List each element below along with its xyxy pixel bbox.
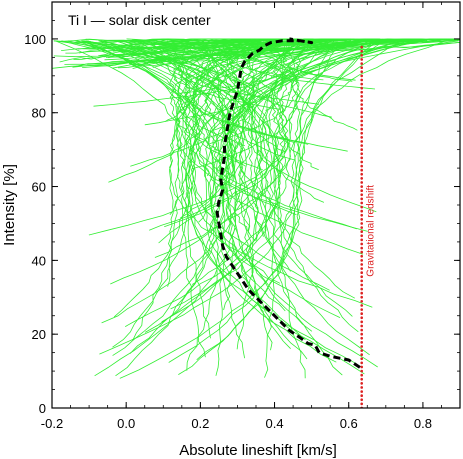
x-tick-label: 0.2 — [191, 416, 209, 431]
spectral-line-curve — [187, 40, 370, 356]
spectral-line-curve — [278, 40, 424, 179]
spectral-line-curve — [273, 40, 359, 333]
spectral-line-curve — [68, 40, 357, 230]
spectral-line-curve — [53, 40, 289, 231]
spectral-line-curve — [110, 40, 317, 285]
spectral-line-curve — [59, 39, 271, 63]
spectral-line-curve — [236, 40, 397, 153]
spectral-line-curve — [82, 40, 245, 359]
spectral-line-curve — [75, 40, 281, 284]
spectral-line-curve — [132, 40, 244, 341]
spectral-line-bundle — [52, 38, 460, 379]
spectral-line-curve — [94, 40, 237, 377]
x-axis-label: Absolute lineshift [km/s] — [179, 442, 337, 459]
spectral-line-curve — [184, 40, 330, 291]
x-tick-label: 0.6 — [340, 416, 358, 431]
spectral-line-curve — [112, 40, 380, 348]
x-tick-label: 0.8 — [414, 416, 432, 431]
spectral-line-curve — [114, 40, 281, 323]
spectral-line-curve — [83, 40, 279, 211]
spectral-line-curve — [202, 40, 234, 232]
y-tick-label: 60 — [32, 180, 46, 195]
x-tick-label: 0.4 — [266, 416, 284, 431]
chart-title: Ti I — solar disk center — [68, 12, 211, 28]
spectral-line-curve — [249, 40, 325, 203]
redshift-label: Gravitational redshift — [366, 185, 377, 277]
spectral-line-curve — [153, 38, 262, 46]
spectral-line-curve — [83, 40, 225, 354]
spectral-line-curve — [229, 40, 378, 368]
x-tick-label: 0.0 — [117, 416, 135, 431]
spectral-line-curve — [101, 40, 281, 327]
y-tick-label: 40 — [32, 253, 46, 268]
y-tick-label: 0 — [39, 401, 46, 416]
spectral-line-curve — [186, 40, 302, 371]
spectral-line-curve — [176, 40, 368, 232]
y-axis: 0 20 40 60 80 100 — [24, 1, 460, 416]
spectral-line-curve — [101, 40, 298, 324]
x-tick-label: -0.2 — [41, 416, 63, 431]
title-box — [60, 7, 250, 33]
spectral-line-curve — [55, 40, 337, 363]
spectral-line-curve — [149, 38, 420, 62]
spectral-line-curve — [119, 40, 379, 379]
x-axis: -0.2 0.0 0.2 0.4 0.6 0.8 — [41, 2, 461, 431]
spectral-line-curve — [115, 40, 383, 377]
spectral-line-curve — [61, 40, 297, 216]
mean-bisector-line — [215, 37, 361, 369]
spectral-line-curve — [99, 40, 409, 355]
spectral-line-curve — [167, 40, 262, 287]
spectral-line-curve — [196, 40, 385, 361]
y-tick-label: 100 — [24, 32, 46, 47]
y-tick-label: 80 — [32, 106, 46, 121]
mean-bisector — [215, 37, 361, 369]
spectral-line-curve — [128, 41, 460, 65]
y-axis-label: Intensity [%] — [1, 164, 18, 246]
spectral-line-curve — [85, 40, 289, 258]
spectral-line-curve — [209, 40, 388, 341]
spectral-line-curve — [264, 40, 343, 376]
spectral-line-curve — [148, 40, 197, 215]
spectral-line-curve — [169, 40, 396, 167]
spectral-line-curve — [185, 40, 424, 339]
spectral-line-curve — [188, 40, 418, 365]
y-tick-label: 20 — [32, 327, 46, 342]
spectral-line-curve — [121, 40, 264, 237]
